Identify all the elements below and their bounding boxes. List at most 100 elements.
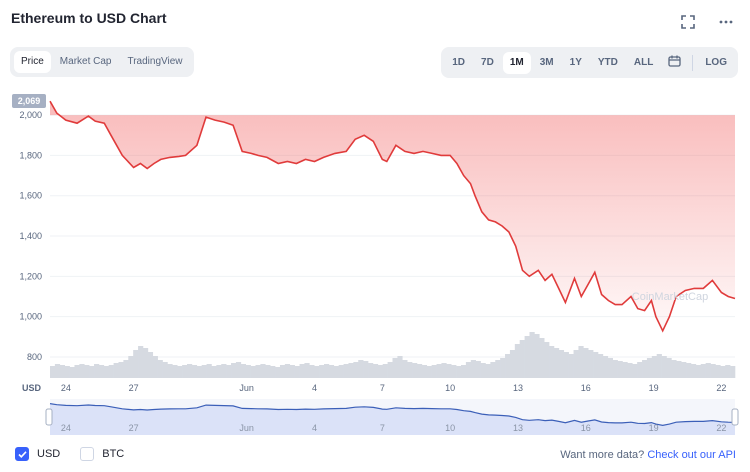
volume-bar bbox=[172, 365, 178, 378]
volume-bar bbox=[84, 365, 90, 378]
volume-bar bbox=[456, 366, 462, 378]
volume-bar bbox=[133, 350, 139, 378]
volume-bar bbox=[382, 364, 388, 378]
navigator-x-tick-label: 16 bbox=[581, 423, 591, 433]
volume-bar bbox=[108, 365, 114, 378]
volume-bar bbox=[402, 360, 408, 378]
currency-toggles: USD BTC bbox=[15, 447, 124, 461]
volume-bar bbox=[94, 364, 100, 378]
fullscreen-icon[interactable] bbox=[678, 12, 698, 32]
volume-bar bbox=[128, 356, 134, 378]
volume-bar bbox=[196, 366, 202, 378]
navigator-x-axis: 24 27 Jun 4 7 10 13 16 19 22 bbox=[61, 423, 727, 433]
volume-bar bbox=[509, 350, 516, 378]
volume-bar bbox=[265, 365, 271, 378]
x-tick-label: 19 bbox=[649, 383, 659, 393]
volume-bar bbox=[309, 365, 315, 378]
volume-bar bbox=[275, 367, 281, 378]
volume-bar bbox=[79, 364, 85, 378]
tab-price[interactable]: Price bbox=[14, 51, 51, 73]
volume-bar bbox=[299, 364, 305, 378]
volume-bar bbox=[612, 360, 618, 378]
range-1d-button[interactable]: 1D bbox=[452, 56, 466, 68]
page-title: Ethereum to USD Chart bbox=[11, 10, 167, 26]
volume-bar bbox=[666, 358, 672, 378]
volume-bar bbox=[201, 365, 207, 378]
log-scale-button[interactable]: LOG bbox=[705, 56, 727, 68]
volume-bar bbox=[138, 346, 144, 378]
price-chart[interactable]: 2,000 1,800 1,600 1,400 1,200 1,000 800 CoinMa… bbox=[0, 0, 750, 440]
volume-bar bbox=[465, 362, 472, 378]
usd-checkbox[interactable] bbox=[15, 447, 29, 461]
range-1m-button[interactable]: 1M bbox=[502, 51, 531, 74]
navigator-area bbox=[50, 403, 735, 435]
api-link[interactable]: Check out our API bbox=[647, 449, 736, 461]
range-1y-button[interactable]: 1Y bbox=[569, 56, 582, 68]
y-tick-label: 1,800 bbox=[19, 150, 42, 160]
volume-bar bbox=[539, 338, 545, 378]
x-tick-label: 16 bbox=[581, 383, 591, 393]
volume-bar bbox=[446, 364, 452, 378]
range-selector: 1D 7D 1M 3M 1Y YTD ALL LOG bbox=[441, 47, 738, 78]
volume-bar bbox=[598, 354, 604, 378]
volume-bar bbox=[480, 363, 486, 378]
x-tick-label: 13 bbox=[513, 383, 523, 393]
volume-bar bbox=[686, 363, 692, 378]
navigator-x-tick-label: 13 bbox=[513, 423, 523, 433]
calendar-icon[interactable] bbox=[662, 51, 687, 74]
navigator-left-handle bbox=[45, 408, 53, 426]
volume-bar bbox=[436, 364, 442, 378]
btc-checkbox[interactable] bbox=[80, 447, 95, 461]
navigator-x-tick-label: 27 bbox=[129, 423, 139, 433]
volume-bar bbox=[700, 364, 706, 378]
volume-bar bbox=[720, 366, 726, 378]
range-divider bbox=[692, 54, 694, 71]
volume-bar bbox=[314, 366, 320, 378]
volume-bar bbox=[387, 362, 393, 378]
y-axis: 2,000 1,800 1,600 1,400 1,200 1,000 800 bbox=[19, 110, 42, 362]
volume-bar bbox=[661, 356, 667, 378]
volume-bar bbox=[485, 364, 491, 378]
current-price-label: 2,069 bbox=[18, 96, 41, 106]
x-tick-label: Jun bbox=[239, 383, 254, 393]
range-3m-button[interactable]: 3M bbox=[539, 56, 554, 68]
more-options-icon[interactable] bbox=[716, 12, 736, 32]
range-ytd-button[interactable]: YTD bbox=[597, 56, 618, 68]
volume-bar bbox=[98, 365, 105, 378]
volume-bar bbox=[529, 332, 535, 378]
volume-bar bbox=[167, 364, 173, 378]
volume-bar bbox=[544, 342, 550, 378]
volume-bar bbox=[103, 366, 110, 378]
volume-bar bbox=[426, 366, 432, 378]
volume-bar bbox=[568, 354, 574, 378]
api-promo: Want more data? Check out our API bbox=[560, 449, 736, 461]
volume-bar bbox=[715, 365, 721, 378]
volume-bar bbox=[730, 366, 736, 378]
volume-bar bbox=[363, 361, 369, 378]
volume-bar bbox=[162, 362, 168, 378]
price-line bbox=[49, 100, 736, 333]
volume-bar bbox=[142, 348, 149, 378]
volume-bar bbox=[627, 363, 633, 378]
volume-bar bbox=[519, 340, 525, 378]
range-7d-button[interactable]: 7D bbox=[481, 56, 494, 68]
volume-bar bbox=[211, 366, 217, 378]
btc-toggle[interactable]: BTC bbox=[80, 447, 124, 461]
volume-bar bbox=[656, 354, 662, 378]
volume-bar bbox=[74, 365, 80, 378]
volume-bar bbox=[392, 358, 398, 378]
volume-bar bbox=[294, 366, 300, 378]
range-all-button[interactable]: ALL bbox=[633, 56, 654, 68]
volume-bar bbox=[514, 344, 521, 378]
volume-bar bbox=[681, 362, 687, 378]
y-tick-label: 1,000 bbox=[19, 312, 42, 322]
volume-bar bbox=[89, 366, 95, 378]
x-tick-label: 10 bbox=[445, 383, 455, 393]
tab-market-cap[interactable]: Market Cap bbox=[59, 56, 112, 67]
usd-toggle[interactable]: USD bbox=[15, 447, 60, 461]
y-tick-label: 2,000 bbox=[19, 110, 42, 120]
tab-tradingview[interactable]: TradingView bbox=[127, 56, 183, 67]
volume-bar bbox=[353, 362, 359, 378]
volume-bar bbox=[348, 363, 354, 378]
volume-bar bbox=[216, 365, 222, 378]
